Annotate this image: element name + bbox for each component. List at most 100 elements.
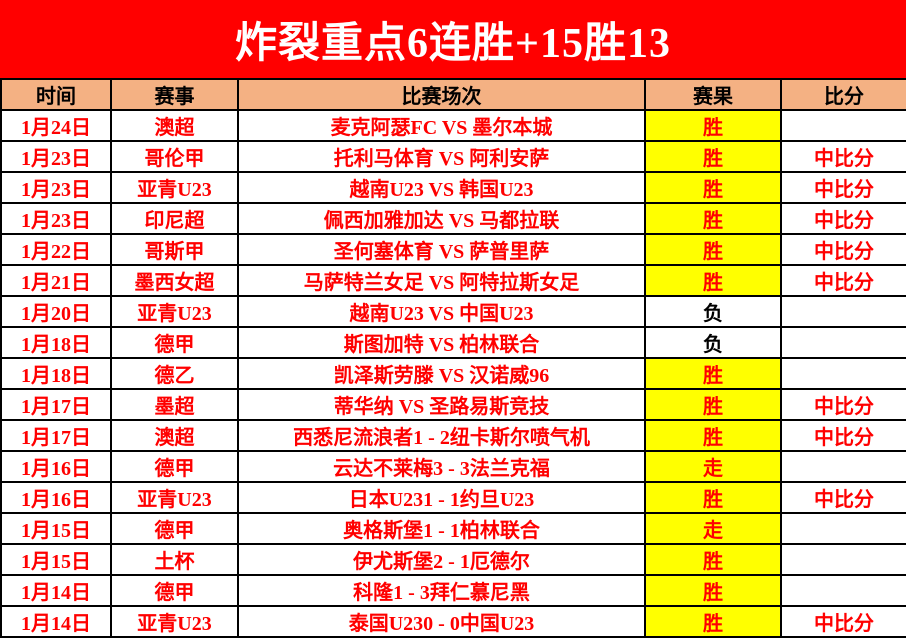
column-header-result: 赛果: [644, 78, 782, 111]
promo-banner: 炸裂重点6连胜+15胜13: [0, 0, 906, 78]
cell-match: 越南U23 VS 中国U23: [237, 295, 646, 328]
cell-score: 中比分: [780, 171, 906, 204]
cell-date: 1月18日: [0, 357, 112, 390]
table-row: 1月23日 哥伦甲 托利马体育 VS 阿利安萨胜中比分: [0, 140, 906, 173]
cell-date: 1月16日: [0, 450, 112, 483]
cell-date: 1月20日: [0, 295, 112, 328]
cell-score: [780, 326, 906, 359]
cell-date: 1月24日: [0, 109, 112, 142]
cell-date: 1月23日: [0, 202, 112, 235]
table-row: 1月16日 德甲 云达不莱梅3 - 3法兰克福走: [0, 450, 906, 483]
cell-league: 亚青U23: [110, 481, 239, 514]
cell-match: 伊尤斯堡2 - 1厄德尔: [237, 543, 646, 576]
table-row: 1月16日 亚青U23 日本U231 - 1约旦U23 胜中比分: [0, 481, 906, 514]
cell-match: 凯泽斯劳滕 VS 汉诺威96: [237, 357, 646, 390]
cell-result: 胜: [644, 171, 782, 204]
cell-result: 胜: [644, 419, 782, 452]
cell-league: 德甲: [110, 512, 239, 545]
cell-date: 1月15日: [0, 543, 112, 576]
cell-match: 托利马体育 VS 阿利安萨: [237, 140, 646, 173]
cell-score: 中比分: [780, 605, 906, 638]
cell-result: 胜: [644, 233, 782, 266]
cell-date: 1月23日: [0, 171, 112, 204]
cell-league: 哥伦甲: [110, 140, 239, 173]
cell-date: 1月14日: [0, 605, 112, 638]
results-table-header: 时间 赛事 比赛场次 赛果 比分: [0, 78, 906, 111]
cell-date: 1月15日: [0, 512, 112, 545]
cell-result: 胜: [644, 605, 782, 638]
results-table: 时间 赛事 比赛场次 赛果 比分 1月24日 澳超 麦克阿瑟FC VS 墨尔本城胜 1…: [0, 78, 906, 638]
cell-result: 胜: [644, 357, 782, 390]
cell-league: 墨超: [110, 388, 239, 421]
cell-score: [780, 574, 906, 607]
table-row: 1月17日 墨超 蒂华纳 VS 圣路易斯竞技胜中比分: [0, 388, 906, 421]
column-header-league: 赛事: [110, 78, 239, 111]
cell-score: 中比分: [780, 233, 906, 266]
table-row: 1月14日 德甲 科隆1 - 3拜仁慕尼黑胜: [0, 574, 906, 607]
cell-score: 中比分: [780, 264, 906, 297]
cell-match: 奥格斯堡1 - 1柏林联合: [237, 512, 646, 545]
cell-league: 澳超: [110, 419, 239, 452]
cell-league: 德甲: [110, 450, 239, 483]
cell-result: 胜: [644, 109, 782, 142]
cell-score: [780, 109, 906, 142]
cell-result: 胜: [644, 481, 782, 514]
cell-league: 土杯: [110, 543, 239, 576]
cell-result: 负: [644, 295, 782, 328]
column-header-time: 时间: [0, 78, 112, 111]
cell-result: 胜: [644, 388, 782, 421]
cell-date: 1月16日: [0, 481, 112, 514]
table-row: 1月20日 亚青U23 越南U23 VS 中国U23 负: [0, 295, 906, 328]
cell-league: 哥斯甲: [110, 233, 239, 266]
cell-result: 胜: [644, 140, 782, 173]
results-table-body: 1月24日 澳超 麦克阿瑟FC VS 墨尔本城胜 1月23日 哥伦甲 托利马体育 VS 阿…: [0, 109, 906, 638]
column-header-match: 比赛场次: [237, 78, 646, 111]
cell-match: 佩西加雅加达 VS 马都拉联: [237, 202, 646, 235]
table-row: 1月14日 亚青U23 泰国U230 - 0中国U23 胜中比分: [0, 605, 906, 638]
cell-match: 圣何塞体育 VS 萨普里萨: [237, 233, 646, 266]
table-row: 1月18日 德甲 斯图加特 VS 柏林联合负: [0, 326, 906, 359]
cell-league: 德乙: [110, 357, 239, 390]
table-row: 1月24日 澳超 麦克阿瑟FC VS 墨尔本城胜: [0, 109, 906, 142]
cell-date: 1月22日: [0, 233, 112, 266]
cell-match: 斯图加特 VS 柏林联合: [237, 326, 646, 359]
cell-date: 1月23日: [0, 140, 112, 173]
cell-score: [780, 357, 906, 390]
cell-league: 亚青U23: [110, 295, 239, 328]
cell-result: 胜: [644, 264, 782, 297]
cell-score: 中比分: [780, 202, 906, 235]
cell-score: [780, 295, 906, 328]
table-row: 1月22日 哥斯甲 圣何塞体育 VS 萨普里萨胜中比分: [0, 233, 906, 266]
cell-match: 日本U231 - 1约旦U23: [237, 481, 646, 514]
cell-match: 泰国U230 - 0中国U23: [237, 605, 646, 638]
banner-title: 炸裂重点6连胜+15胜13: [235, 20, 671, 67]
table-row: 1月17日 澳超 西悉尼流浪者1 - 2纽卡斯尔喷气机胜中比分: [0, 419, 906, 452]
cell-result: 走: [644, 512, 782, 545]
cell-score: 中比分: [780, 140, 906, 173]
table-row: 1月23日 亚青U23 越南U23 VS 韩国U23 胜中比分: [0, 171, 906, 204]
cell-score: [780, 450, 906, 483]
cell-score: 中比分: [780, 388, 906, 421]
cell-match: 西悉尼流浪者1 - 2纽卡斯尔喷气机: [237, 419, 646, 452]
cell-date: 1月17日: [0, 388, 112, 421]
column-header-score: 比分: [780, 78, 906, 111]
cell-result: 胜: [644, 574, 782, 607]
cell-league: 亚青U23: [110, 605, 239, 638]
table-row: 1月21日 墨西女超 马萨特兰女足 VS 阿特拉斯女足胜中比分: [0, 264, 906, 297]
table-row: 1月15日 德甲 奥格斯堡1 - 1柏林联合走: [0, 512, 906, 545]
header-row: 时间 赛事 比赛场次 赛果 比分: [0, 78, 906, 111]
table-row: 1月18日 德乙 凯泽斯劳滕 VS 汉诺威96 胜: [0, 357, 906, 390]
table-row: 1月15日 土杯 伊尤斯堡2 - 1厄德尔胜: [0, 543, 906, 576]
cell-match: 云达不莱梅3 - 3法兰克福: [237, 450, 646, 483]
cell-score: [780, 512, 906, 545]
cell-result: 走: [644, 450, 782, 483]
cell-league: 澳超: [110, 109, 239, 142]
cell-league: 德甲: [110, 574, 239, 607]
cell-date: 1月18日: [0, 326, 112, 359]
cell-match: 麦克阿瑟FC VS 墨尔本城: [237, 109, 646, 142]
cell-league: 亚青U23: [110, 171, 239, 204]
cell-date: 1月14日: [0, 574, 112, 607]
cell-score: 中比分: [780, 419, 906, 452]
cell-match: 蒂华纳 VS 圣路易斯竞技: [237, 388, 646, 421]
cell-result: 胜: [644, 543, 782, 576]
